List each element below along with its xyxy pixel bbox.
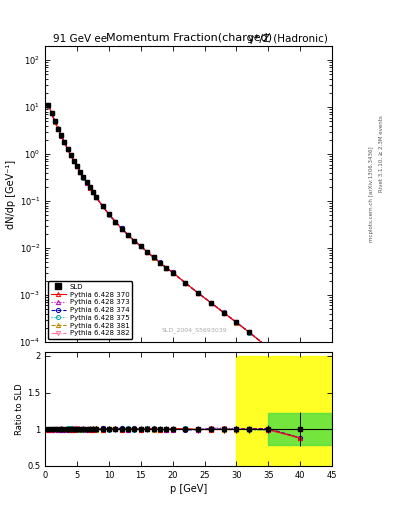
Text: SLD_2004_S5693039: SLD_2004_S5693039 [162,327,227,333]
Title: Momentum Fraction(charged): Momentum Fraction(charged) [106,33,272,42]
Text: 91 GeV ee: 91 GeV ee [53,33,107,44]
X-axis label: p [GeV]: p [GeV] [170,484,207,494]
Legend: SLD, Pythia 6.428 370, Pythia 6.428 373, Pythia 6.428 374, Pythia 6.428 375, Pyt: SLD, Pythia 6.428 370, Pythia 6.428 373,… [48,281,132,339]
Bar [237,356,332,466]
Text: Rivet 3.1.10, ≥ 2.3M events: Rivet 3.1.10, ≥ 2.3M events [379,115,384,192]
Text: γ*/Z (Hadronic): γ*/Z (Hadronic) [248,33,328,44]
Bar [268,413,332,444]
Y-axis label: dN/dp [GeV⁻¹]: dN/dp [GeV⁻¹] [6,159,17,228]
Text: mcplots.cern.ch [arXiv:1306.3436]: mcplots.cern.ch [arXiv:1306.3436] [369,147,374,242]
Y-axis label: Ratio to SLD: Ratio to SLD [15,383,24,435]
